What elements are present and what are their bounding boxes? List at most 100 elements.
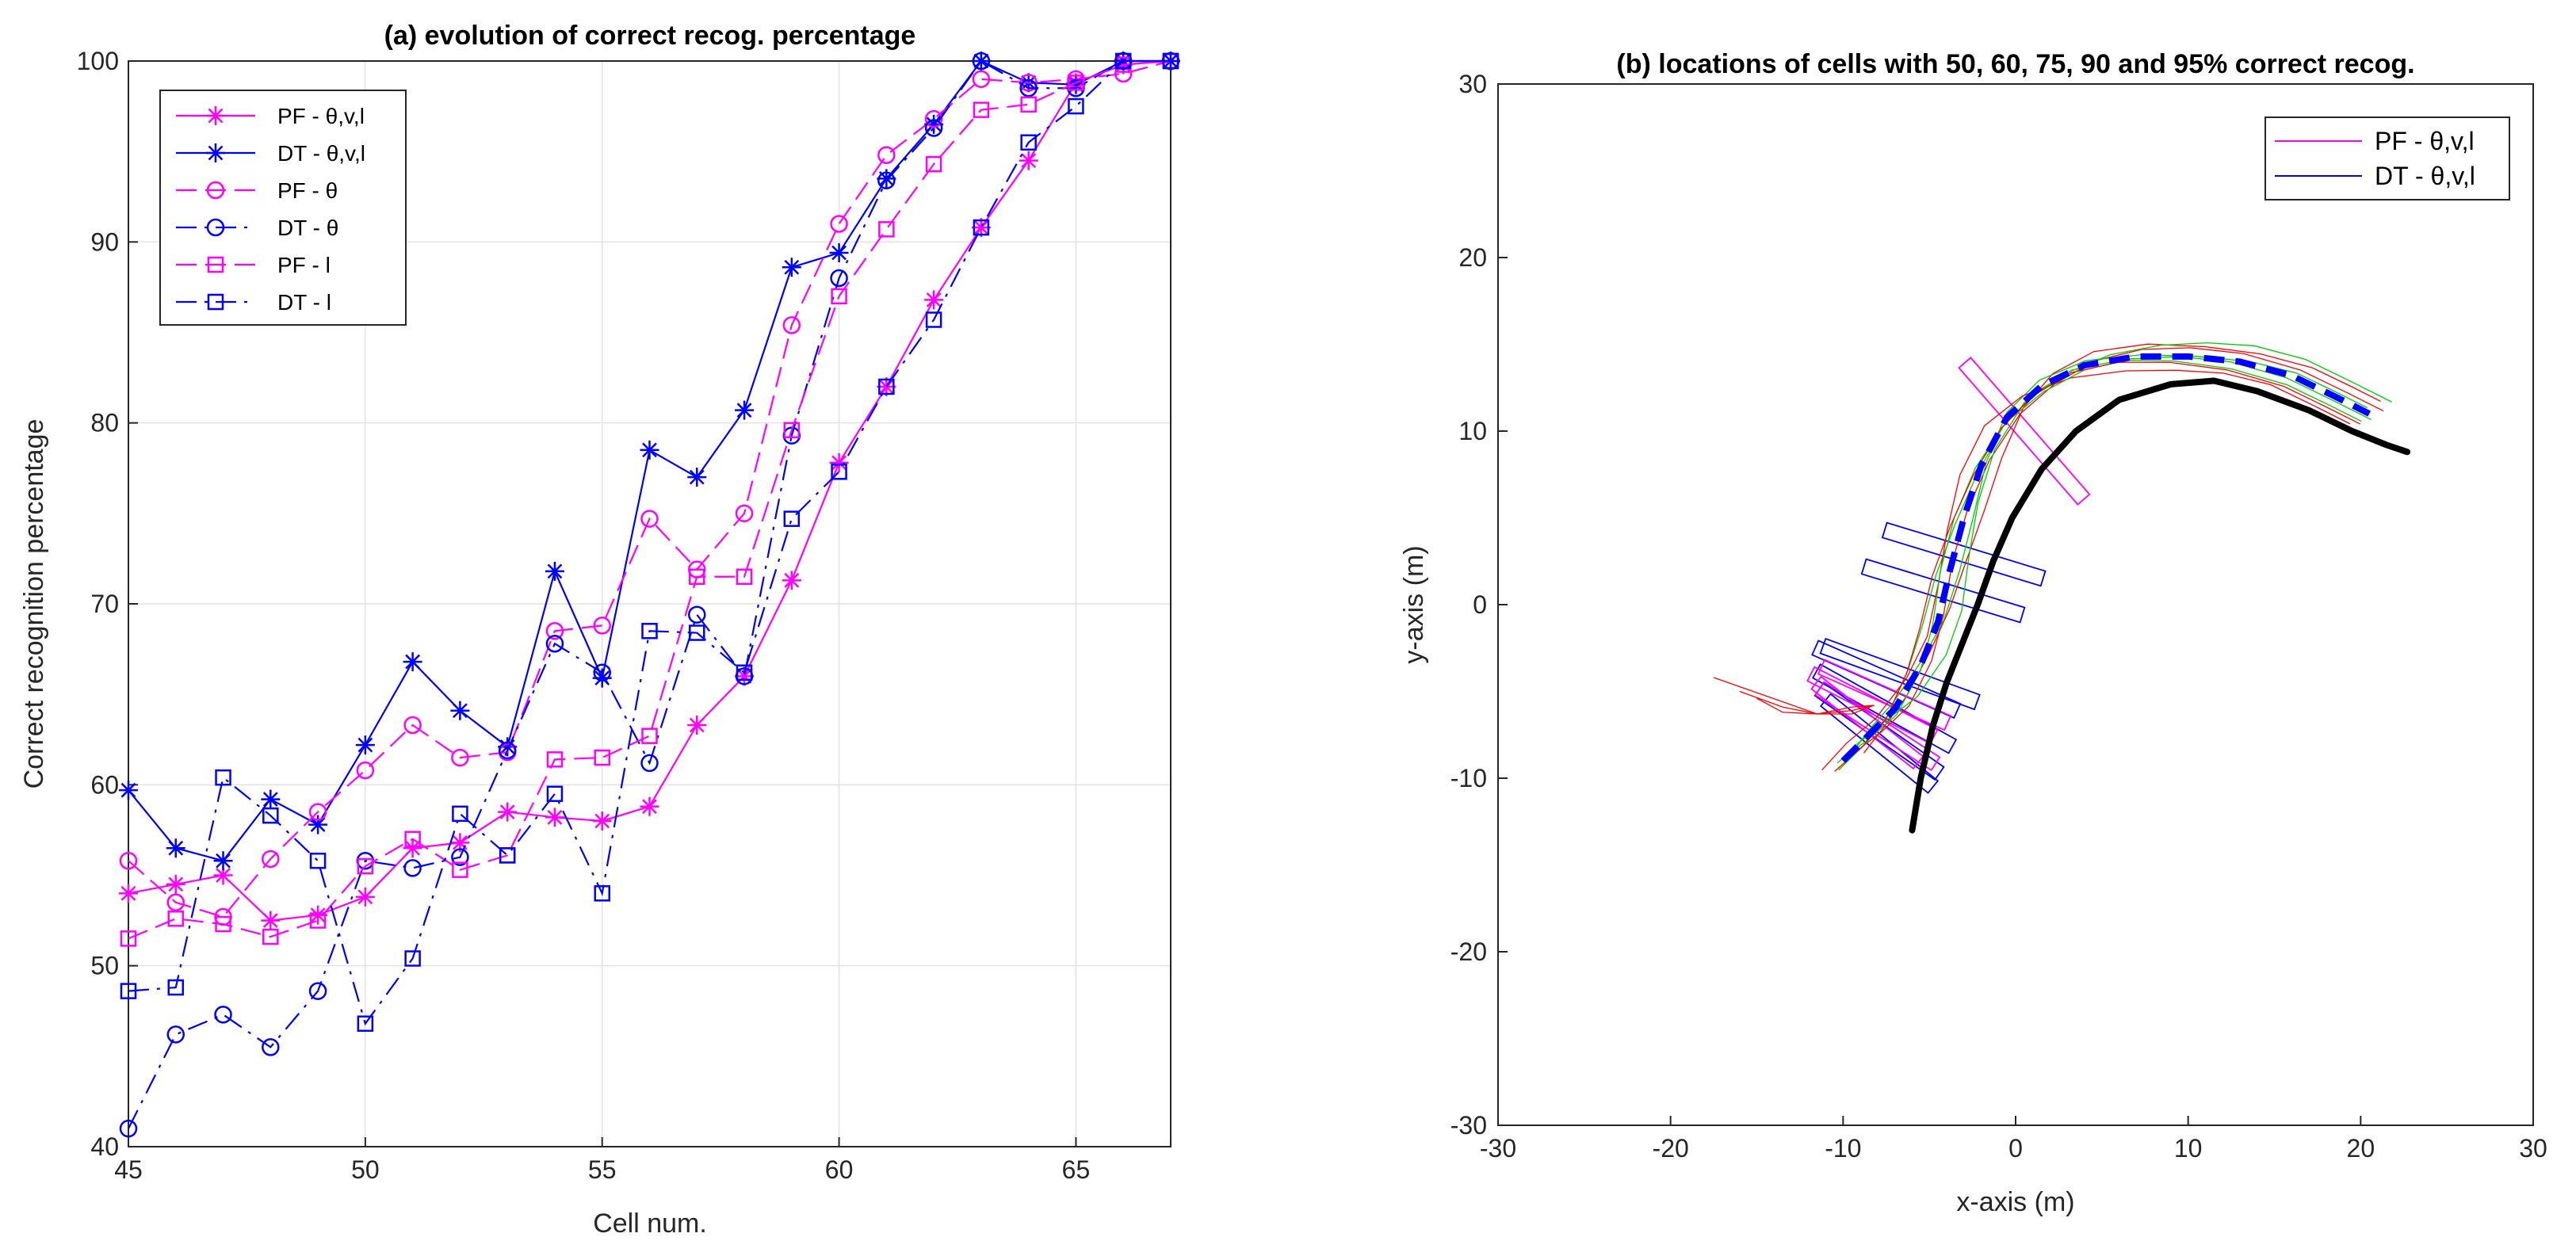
series-line: [128, 59, 1171, 918]
data-point: [403, 859, 422, 877]
data-point: [308, 815, 328, 834]
data-point: [355, 887, 375, 907]
series-line: [128, 59, 1171, 1129]
data-point: [878, 378, 895, 395]
data-point: [355, 735, 375, 755]
chart-b-x-tick-label: 30: [2519, 1134, 2547, 1163]
data-point: [452, 861, 468, 878]
particle-track: [1834, 361, 2361, 772]
data-point: [1068, 74, 1084, 91]
data-point: [308, 982, 327, 1000]
particle-track: [1851, 347, 2384, 756]
chart-a-legend: PF - θ,v,l DT - θ,v,l PF - θ DT - θ PF - l DT…: [159, 90, 407, 326]
data-point: [1066, 74, 1086, 94]
data-point: [830, 215, 848, 233]
data-point: [356, 761, 375, 780]
data-point: [973, 219, 990, 236]
data-point: [687, 715, 707, 735]
chart-a-x-tick-label: 50: [351, 1155, 380, 1184]
data-point: [877, 146, 896, 164]
chart-a-grid: [128, 61, 1171, 1147]
data-point: [498, 741, 517, 760]
data-point: [166, 1025, 185, 1044]
legend-entry: PF - θ,v,l: [176, 104, 365, 128]
data-point: [924, 290, 944, 310]
chart-a-x-tick-label: 55: [588, 1155, 617, 1184]
series-6: [120, 52, 1179, 1032]
chart-b-y-tick-label: -10: [1450, 764, 1487, 792]
chart-b-title: (b) locations of cells with 50, 60, 75, …: [1616, 49, 2414, 79]
chart-a-y-label: Correct recognition percentage: [19, 419, 49, 789]
ground-truth-line: [1909, 377, 2411, 834]
chart-b-y-tick-label: -20: [1450, 937, 1487, 966]
data-point: [215, 769, 231, 786]
chart-b-x-tick-label: 0: [2008, 1134, 2023, 1163]
legend-label: PF - θ,v,l: [277, 104, 365, 128]
data-point: [782, 258, 801, 277]
data-point: [782, 316, 801, 334]
data-point: [830, 269, 848, 288]
data-point: [262, 928, 279, 945]
chart-a-legend-box: [159, 90, 407, 326]
data-point: [925, 311, 942, 328]
data-point: [641, 727, 658, 744]
chart-a-y-tick-label: 40: [90, 1132, 119, 1161]
data-point: [451, 748, 469, 767]
chart-b-y-tick-label: 30: [1458, 70, 1487, 98]
data-point: [545, 808, 564, 827]
data-point: [545, 622, 564, 640]
data-point: [450, 701, 470, 720]
data-point: [877, 171, 896, 189]
data-point: [831, 288, 847, 305]
data-point: [166, 874, 185, 894]
pf-cell-rect: [1806, 666, 1939, 745]
legend-entry: DT - θ,v,l: [2275, 162, 2475, 190]
data-point: [119, 781, 138, 800]
data-point: [593, 663, 611, 682]
legend-marker: [206, 181, 225, 200]
data-point: [972, 52, 991, 71]
data-point: [450, 833, 470, 853]
data-point: [640, 510, 659, 528]
legend-marker: [207, 256, 224, 273]
data-point: [736, 568, 753, 585]
series-line: [128, 59, 1171, 940]
data-point: [545, 561, 564, 581]
data-point: [1114, 52, 1132, 70]
data-point: [167, 911, 185, 927]
data-point: [640, 754, 659, 773]
legend-entry: DT - θ,v,l: [176, 141, 365, 166]
data-point: [640, 440, 659, 460]
particle-track: [1856, 342, 2392, 746]
data-point: [308, 803, 327, 821]
legend-label: DT - θ: [277, 216, 338, 240]
data-point: [782, 571, 801, 590]
data-point: [119, 1119, 138, 1138]
legend-label: DT - l: [277, 290, 331, 315]
chart-b-ticks: -30 -20 -10 0 10 20 30 -30 -20 -10 0 10 20 30: [1450, 70, 2547, 1163]
data-point: [829, 243, 849, 263]
chart-b-legend-box: [2265, 116, 2510, 200]
data-point: [592, 811, 612, 830]
data-point: [166, 893, 185, 911]
chart-a-y-tick-label: 80: [90, 409, 119, 437]
chart-b-x-tick-label: -20: [1653, 1134, 1689, 1163]
data-point: [831, 464, 847, 480]
data-point: [403, 838, 422, 858]
data-point: [1068, 97, 1084, 115]
data-point: [546, 785, 564, 802]
chart-a-y-tick-label: 50: [90, 952, 119, 980]
chart-a-y-tick-label: 100: [77, 47, 119, 75]
chart-b-series: [1840, 353, 2411, 834]
data-point: [498, 737, 518, 757]
legend-marker: [206, 218, 225, 237]
data-point: [971, 218, 991, 238]
data-point: [641, 623, 658, 640]
data-point: [1019, 151, 1038, 170]
data-point: [261, 911, 281, 930]
data-point: [877, 169, 896, 189]
data-point: [120, 930, 137, 947]
legend-label: PF - l: [277, 253, 331, 277]
data-point: [735, 666, 755, 686]
